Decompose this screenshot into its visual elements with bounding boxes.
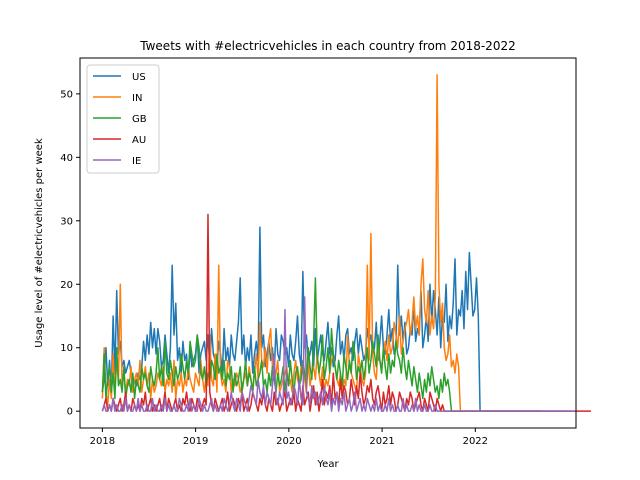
y-tick-label: 20 [60,280,73,291]
x-tick-label: 2022 [463,436,488,447]
x-tick-label: 2020 [276,436,301,447]
chart-title: Tweets with #electricvehicles in each co… [139,39,515,53]
legend-label-gb: GB [132,114,147,125]
x-axis-label: Year [316,459,339,470]
y-tick-label: 30 [60,216,73,227]
legend: US IN GB AU IE [87,65,159,173]
x-tick-label: 2019 [183,436,208,447]
x-tick-label: 2021 [369,436,394,447]
y-tick-label: 0 [67,407,73,418]
y-tick-label: 50 [60,89,73,100]
legend-label-in: IN [132,93,142,104]
legend-label-ie: IE [132,156,141,167]
y-axis-label: Usage level of #electricvehicles per wee… [34,138,45,348]
legend-box [87,65,159,173]
y-tick-label: 10 [60,343,73,354]
legend-label-au: AU [132,135,146,146]
y-tick-label: 40 [60,153,73,164]
x-tick-label: 2018 [90,436,115,447]
legend-label-us: US [132,72,146,83]
